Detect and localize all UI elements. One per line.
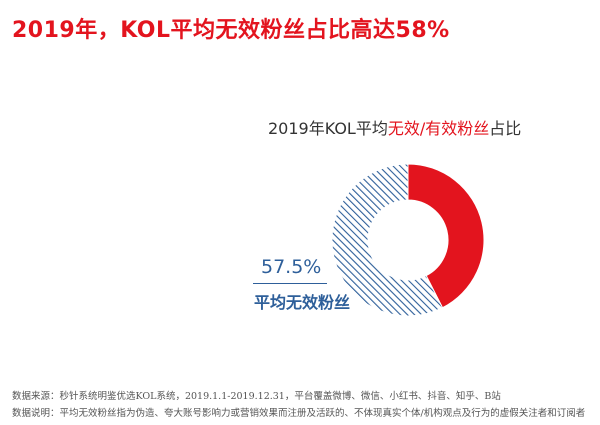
invalid-fans-value-label: 57.5%	[261, 256, 322, 278]
donut-slice-valid-fans	[407, 163, 485, 309]
footnote-note: 数据说明：平均无效粉丝指为伪造、夸大账号影响力或营销效果而注册及活跃的、不体现真…	[12, 408, 586, 419]
chart-title-highlight: 无效/有效粉丝	[387, 119, 490, 138]
footnote-source: 数据来源：秒针系统明鉴优选KOL系统，2019.1.1-2019.12.31，平…	[12, 391, 501, 402]
page-title: 2019年，KOL平均无效粉丝占比高达58%	[12, 18, 450, 43]
invalid-fans-series-label: 平均无效粉丝	[254, 293, 351, 312]
value-underline	[253, 283, 327, 284]
chart-title-prefix: 2019年KOL平均	[268, 119, 388, 138]
chart-title: 2019年KOL平均无效/有效粉丝占比	[268, 115, 521, 139]
chart-title-suffix: 占比	[489, 119, 522, 138]
donut-slice-invalid-fans	[331, 163, 444, 317]
